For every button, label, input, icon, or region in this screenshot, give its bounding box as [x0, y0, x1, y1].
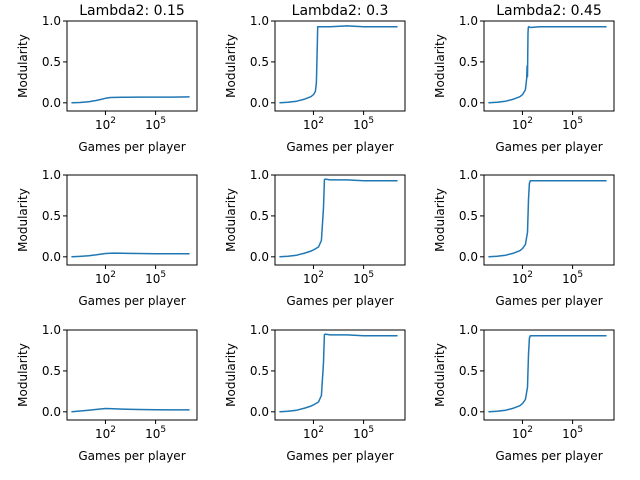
y-tick-label: 0.0 [42, 405, 61, 419]
x-tick-label: 105 [562, 116, 583, 132]
y-tick-label: 0.0 [459, 96, 478, 110]
y-tick-label: 0.5 [459, 209, 478, 223]
y-tick-label: 1.0 [250, 14, 269, 28]
y-axis-label: Modularity [433, 34, 447, 98]
subplot: 0.0 0.5 1.0 102 105 Games per player Modularit… [224, 323, 406, 463]
x-tick-label: 105 [353, 425, 374, 441]
y-axis-label: Modularity [16, 188, 30, 252]
subplot: 0.0 0.5 1.0 102 105 Games per player Modularit… [433, 323, 615, 463]
subplot: 0.0 0.5 1.0 102 105 Games per player Modularit… [16, 323, 198, 463]
series-line [279, 333, 398, 413]
x-tick-label: 105 [145, 270, 166, 286]
x-tick-label: 105 [353, 116, 374, 132]
axes-frame [66, 20, 198, 112]
series-line [279, 25, 398, 104]
y-tick-label: 0.0 [250, 250, 269, 264]
y-tick-label: 1.0 [42, 14, 61, 28]
x-tick-label: 102 [512, 425, 533, 441]
x-axis-label: Games per player [495, 294, 602, 308]
axes-frame [483, 174, 615, 266]
x-tick-label: 102 [512, 270, 533, 286]
y-tick-label: 1.0 [459, 323, 478, 337]
y-axis-label: Modularity [224, 188, 238, 252]
series-line [279, 178, 398, 258]
series-line [71, 407, 190, 413]
y-tick-label: 0.5 [459, 55, 478, 69]
y-tick-label: 0.5 [250, 55, 269, 69]
x-tick-label: 105 [562, 425, 583, 441]
y-tick-label: 0.0 [459, 405, 478, 419]
y-tick-label: 1.0 [250, 323, 269, 337]
series-line [71, 252, 190, 258]
y-tick-label: 0.5 [42, 209, 61, 223]
axes-frame [274, 174, 406, 266]
series-line [488, 179, 607, 258]
x-axis-label: Games per player [78, 449, 185, 463]
y-tick-label: 1.0 [459, 168, 478, 182]
x-axis-label: Games per player [495, 140, 602, 154]
chart-title: Lambda2: 0.45 [496, 3, 602, 19]
y-axis-label: Modularity [224, 343, 238, 407]
y-axis-label: Modularity [16, 343, 30, 407]
subplot: 0.0 0.5 1.0 102 105 Games per player Modularit… [16, 168, 198, 308]
x-tick-label: 102 [95, 116, 116, 132]
x-tick-label: 102 [512, 116, 533, 132]
y-tick-label: 0.0 [42, 96, 61, 110]
axes-frame [274, 20, 406, 112]
x-tick-label: 102 [303, 425, 324, 441]
y-axis-label: Modularity [433, 188, 447, 252]
x-tick-label: 105 [145, 116, 166, 132]
x-axis-label: Games per player [78, 140, 185, 154]
x-axis-label: Games per player [286, 449, 393, 463]
subplot: 0.0 0.5 1.0 102 105 Games per player Modularit… [16, 3, 198, 154]
y-tick-label: 0.5 [250, 364, 269, 378]
x-tick-label: 102 [303, 270, 324, 286]
y-axis-label: Modularity [433, 343, 447, 407]
x-tick-label: 105 [562, 270, 583, 286]
axes-frame [483, 329, 615, 421]
y-tick-label: 0.5 [459, 364, 478, 378]
axes-frame [66, 329, 198, 421]
axes-frame [66, 174, 198, 266]
subplot: 0.0 0.5 1.0 102 105 Games per player Modularit… [224, 168, 406, 308]
x-tick-label: 102 [95, 425, 116, 441]
x-tick-label: 105 [145, 425, 166, 441]
x-axis-label: Games per player [78, 294, 185, 308]
series-line [488, 25, 607, 104]
x-tick-label: 105 [353, 270, 374, 286]
series-line [71, 96, 190, 104]
x-tick-label: 102 [95, 270, 116, 286]
x-axis-label: Games per player [286, 140, 393, 154]
chart-title: Lambda2: 0.3 [292, 3, 389, 19]
x-axis-label: Games per player [495, 449, 602, 463]
x-axis-label: Games per player [286, 294, 393, 308]
y-tick-label: 1.0 [42, 323, 61, 337]
subplot: 0.0 0.5 1.0 102 105 Games per player Modularit… [224, 3, 406, 154]
y-axis-label: Modularity [16, 34, 30, 98]
y-tick-label: 0.5 [250, 209, 269, 223]
subplot: 0.0 0.5 1.0 102 105 Games per player Modularit… [433, 3, 615, 154]
axes-frame [483, 20, 615, 112]
x-tick-label: 102 [303, 116, 324, 132]
chart-title: Lambda2: 0.15 [79, 3, 185, 19]
y-tick-label: 0.0 [250, 405, 269, 419]
axes-frame [274, 329, 406, 421]
y-tick-label: 0.0 [459, 250, 478, 264]
y-tick-label: 0.0 [42, 250, 61, 264]
y-tick-label: 0.5 [42, 55, 61, 69]
y-tick-label: 0.0 [250, 96, 269, 110]
subplot: 0.0 0.5 1.0 102 105 Games per player Modularit… [433, 168, 615, 308]
y-tick-label: 0.5 [42, 364, 61, 378]
y-tick-label: 1.0 [42, 168, 61, 182]
y-axis-label: Modularity [224, 34, 238, 98]
y-tick-label: 1.0 [459, 14, 478, 28]
series-line [488, 334, 607, 413]
y-tick-label: 1.0 [250, 168, 269, 182]
